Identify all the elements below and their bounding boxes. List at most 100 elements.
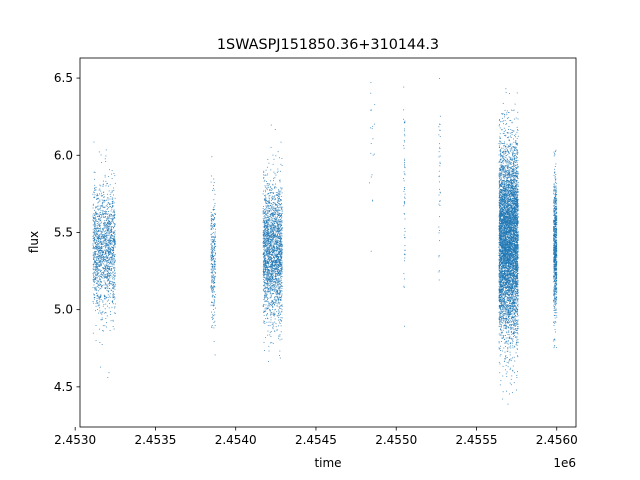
data-point bbox=[275, 265, 277, 267]
data-point bbox=[273, 239, 275, 241]
data-point bbox=[508, 145, 510, 147]
data-point bbox=[372, 200, 374, 202]
data-point bbox=[500, 252, 502, 254]
data-point bbox=[94, 214, 95, 216]
data-point bbox=[267, 233, 269, 235]
data-point bbox=[102, 214, 104, 216]
data-point bbox=[266, 262, 268, 264]
data-point bbox=[279, 223, 281, 225]
data-point bbox=[277, 234, 279, 236]
data-point bbox=[101, 262, 103, 264]
data-point bbox=[267, 285, 269, 287]
data-point bbox=[213, 274, 215, 276]
data-point bbox=[213, 303, 215, 305]
data-point bbox=[106, 247, 108, 249]
data-point bbox=[108, 267, 110, 269]
data-point bbox=[101, 236, 103, 238]
data-point bbox=[92, 216, 94, 218]
data-point bbox=[404, 120, 406, 122]
data-point bbox=[371, 109, 373, 111]
data-point bbox=[278, 252, 280, 254]
data-point bbox=[264, 198, 266, 200]
data-point bbox=[96, 246, 97, 248]
data-point bbox=[113, 216, 115, 218]
data-point bbox=[96, 199, 98, 200]
data-point bbox=[263, 297, 265, 299]
data-point bbox=[281, 208, 283, 210]
data-point bbox=[95, 211, 97, 213]
data-point bbox=[271, 219, 273, 221]
data-point bbox=[211, 222, 213, 224]
data-point bbox=[108, 211, 109, 212]
data-point bbox=[274, 286, 276, 287]
data-point bbox=[268, 273, 270, 274]
data-point bbox=[264, 216, 266, 218]
data-point bbox=[280, 270, 282, 272]
data-point bbox=[266, 307, 268, 309]
data-point bbox=[97, 227, 99, 228]
data-point bbox=[373, 123, 375, 125]
data-point bbox=[276, 272, 278, 274]
data-point bbox=[267, 305, 269, 307]
data-point bbox=[277, 319, 279, 321]
data-point bbox=[98, 272, 99, 274]
data-point bbox=[511, 215, 513, 217]
data-point bbox=[264, 296, 266, 298]
data-point bbox=[100, 222, 102, 224]
data-point bbox=[266, 221, 268, 223]
data-point bbox=[102, 301, 104, 303]
data-point bbox=[275, 275, 277, 277]
data-point bbox=[264, 273, 266, 275]
data-point bbox=[98, 238, 100, 240]
data-point bbox=[271, 242, 273, 244]
data-point bbox=[263, 271, 265, 273]
data-point bbox=[278, 242, 280, 244]
data-point bbox=[93, 298, 95, 300]
data-point bbox=[273, 192, 275, 194]
data-point bbox=[111, 190, 113, 192]
data-point bbox=[105, 216, 106, 218]
data-point bbox=[272, 300, 274, 302]
data-point bbox=[267, 289, 269, 290]
data-point bbox=[263, 264, 265, 265]
data-point bbox=[107, 202, 109, 204]
data-point bbox=[512, 338, 514, 340]
data-point bbox=[213, 257, 215, 259]
data-point bbox=[279, 212, 281, 214]
data-point bbox=[95, 206, 97, 208]
data-point bbox=[265, 208, 267, 210]
data-point bbox=[274, 199, 276, 201]
data-point bbox=[508, 182, 510, 184]
data-point bbox=[264, 244, 266, 246]
data-point bbox=[211, 284, 213, 286]
data-point bbox=[105, 251, 107, 253]
data-point bbox=[112, 294, 114, 296]
data-point bbox=[96, 233, 98, 235]
data-point bbox=[112, 254, 114, 256]
data-point bbox=[265, 254, 267, 256]
data-point bbox=[113, 214, 115, 216]
data-point bbox=[98, 248, 100, 250]
data-point bbox=[211, 325, 213, 326]
data-point bbox=[275, 299, 277, 301]
data-point bbox=[439, 165, 441, 167]
data-point bbox=[264, 284, 266, 286]
data-point bbox=[105, 255, 107, 256]
data-point bbox=[273, 271, 275, 273]
data-point bbox=[210, 286, 212, 288]
data-point bbox=[271, 273, 273, 275]
data-point bbox=[262, 279, 264, 281]
data-point bbox=[502, 253, 504, 254]
data-point bbox=[266, 199, 268, 201]
data-point bbox=[112, 245, 114, 247]
data-point bbox=[98, 269, 100, 271]
data-point bbox=[108, 261, 110, 263]
data-point bbox=[271, 258, 272, 260]
data-point bbox=[106, 214, 108, 215]
data-point bbox=[95, 250, 97, 252]
data-point bbox=[271, 301, 273, 303]
data-point bbox=[99, 257, 101, 259]
data-point bbox=[214, 223, 216, 224]
data-point bbox=[112, 291, 114, 293]
data-point bbox=[267, 277, 269, 279]
